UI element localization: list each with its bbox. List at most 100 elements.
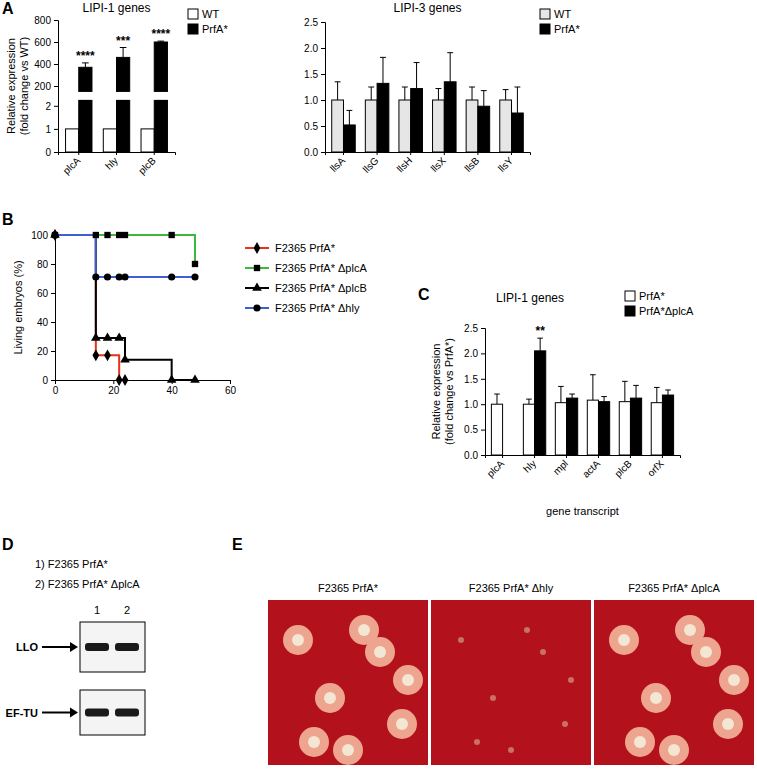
y-axis-title: Relative expression bbox=[5, 38, 17, 134]
plates: F2365 PrfA*F2365 PrfA* ΔhlyF2365 PrfA* Δ… bbox=[268, 582, 754, 765]
y-axis: 012200400600800 bbox=[34, 15, 58, 158]
marker bbox=[104, 349, 111, 361]
legend: WTPrfA* bbox=[540, 8, 580, 35]
x-tick: 0 bbox=[53, 380, 59, 396]
y-tick-label: 40 bbox=[37, 317, 49, 328]
plot-area bbox=[491, 338, 673, 455]
y-tick-mark bbox=[54, 152, 58, 153]
y-tick: 1.0 bbox=[304, 95, 325, 106]
error-bar bbox=[540, 338, 541, 351]
colony bbox=[728, 674, 740, 686]
y-tick-label: 800 bbox=[34, 15, 51, 26]
legend-label: PrfA* bbox=[554, 23, 580, 35]
bar bbox=[619, 402, 630, 455]
y-tick: 80 bbox=[37, 259, 55, 270]
y-tick-mark bbox=[54, 64, 58, 65]
x-tick-mark bbox=[410, 152, 411, 155]
hemolysis-halo bbox=[349, 615, 379, 645]
error-bar bbox=[416, 63, 417, 89]
y-tick: 600 bbox=[34, 37, 58, 48]
x-tick-label: plcB bbox=[136, 155, 158, 177]
chart-title: LIPI-3 genes bbox=[393, 1, 461, 15]
y-tick-label: 1.0 bbox=[304, 95, 318, 106]
bar bbox=[66, 129, 79, 152]
marker bbox=[103, 332, 113, 340]
marker bbox=[120, 354, 130, 362]
panel-label: B bbox=[2, 211, 14, 228]
x-tick-label: llsH bbox=[395, 155, 415, 175]
error-bar bbox=[472, 87, 473, 100]
y-tick: 800 bbox=[34, 15, 58, 26]
error-cap bbox=[447, 52, 453, 53]
arrow bbox=[42, 712, 70, 714]
x-tick: plcA bbox=[61, 152, 83, 176]
colony bbox=[668, 744, 680, 756]
y-tick-mark bbox=[321, 22, 325, 23]
x-tick-label: 20 bbox=[108, 385, 120, 396]
arrow-head bbox=[70, 642, 78, 652]
bar bbox=[365, 100, 377, 152]
marker bbox=[114, 332, 124, 340]
marker bbox=[169, 232, 175, 238]
figure: ABCDE***********012200400600800plcAhlypl… bbox=[0, 0, 757, 773]
error-cap bbox=[368, 87, 374, 88]
y-tick-label: 200 bbox=[34, 81, 51, 92]
x-tick-mark bbox=[154, 152, 155, 155]
hemolysis-halo bbox=[393, 665, 423, 695]
band-label: EF-TU bbox=[6, 707, 38, 719]
plot-area bbox=[50, 229, 200, 386]
y-tick-mark bbox=[51, 293, 55, 294]
y-tick-mark bbox=[321, 152, 325, 153]
error-bar bbox=[371, 87, 372, 100]
y-axis-title: Relative expression bbox=[430, 344, 442, 440]
y-tick: 0.5 bbox=[464, 424, 485, 435]
lane-legend: 1) F2365 PrfA* bbox=[35, 558, 108, 570]
error-bar bbox=[624, 381, 625, 401]
band-label: LLO bbox=[16, 641, 38, 653]
plate bbox=[268, 600, 428, 765]
error-bar bbox=[636, 385, 637, 398]
series-line bbox=[55, 235, 125, 380]
bar bbox=[79, 67, 92, 152]
x-tick-label: llsA bbox=[328, 155, 347, 174]
plate-label: F2365 PrfA* Δhly bbox=[469, 582, 554, 594]
legend: WTPrfA* bbox=[188, 8, 228, 35]
error-bar bbox=[496, 394, 497, 404]
marker bbox=[168, 273, 175, 280]
legend-marker bbox=[254, 265, 260, 271]
chart-title: LIPI-1 genes bbox=[496, 291, 564, 305]
legend-swatch bbox=[540, 24, 550, 34]
y-tick-mark bbox=[321, 100, 325, 101]
colony bbox=[474, 739, 480, 745]
bar bbox=[377, 83, 389, 152]
colony bbox=[540, 649, 546, 655]
y-tick-label: 80 bbox=[37, 259, 49, 270]
hemolysis-halo bbox=[299, 727, 329, 757]
blot-band bbox=[115, 643, 139, 651]
y-tick-label: 2.5 bbox=[464, 323, 478, 334]
error-bar bbox=[517, 87, 518, 113]
x-tick-mark bbox=[78, 152, 79, 155]
colony bbox=[292, 634, 304, 646]
y-tick: 2.0 bbox=[304, 43, 325, 54]
y-tick: 1.0 bbox=[464, 399, 485, 410]
bar bbox=[491, 404, 502, 455]
y-tick: 2 bbox=[45, 101, 58, 112]
colony bbox=[458, 637, 464, 643]
x-tick-mark bbox=[113, 380, 114, 384]
y-tick: 0.5 bbox=[304, 121, 325, 132]
marker bbox=[104, 273, 111, 280]
y-tick: 1.5 bbox=[464, 374, 485, 385]
error-bar bbox=[668, 390, 669, 395]
x-tick: hly bbox=[521, 455, 538, 475]
x-tick-label: llsB bbox=[462, 155, 481, 174]
axis-break bbox=[59, 92, 176, 100]
x-tick: llsA bbox=[328, 152, 347, 174]
y-tick: 0.0 bbox=[464, 450, 485, 461]
x-tick-label: llsY bbox=[496, 155, 515, 174]
error-cap bbox=[514, 87, 520, 88]
error-cap bbox=[402, 87, 408, 88]
plot-area bbox=[332, 53, 524, 152]
y-tick-mark bbox=[481, 455, 485, 456]
x-tick: llsH bbox=[395, 152, 415, 174]
